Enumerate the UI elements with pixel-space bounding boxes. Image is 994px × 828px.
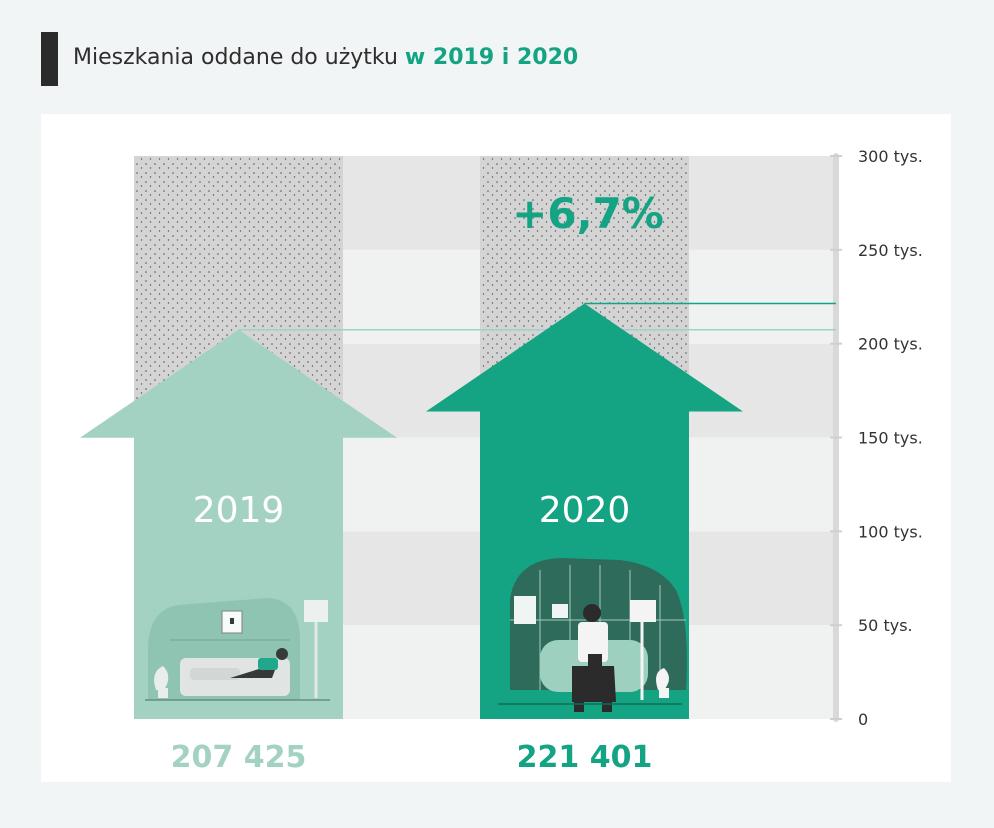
title-accent-bar	[41, 32, 58, 86]
growth-annotation: +6,7%	[512, 189, 664, 238]
y-tick-label: 0	[858, 710, 868, 729]
chart-labels: 2019 207 425 2020 221 401 +6,7%	[171, 189, 664, 775]
title-highlight: w 2019 i 2020	[404, 45, 579, 70]
y-tick-label: 150 tys.	[858, 429, 923, 448]
person-on-sofa-illustration	[145, 598, 330, 701]
y-tick-label: 100 tys.	[858, 522, 923, 541]
value-label: 207 425	[171, 740, 307, 775]
person-in-armchair-illustration	[498, 558, 687, 712]
title-prefix: Mieszkania oddane do użytku	[73, 45, 405, 70]
reference-lines	[238, 302, 836, 331]
value-label: 221 401	[517, 740, 653, 775]
y-tick-label: 200 tys.	[858, 335, 923, 354]
y-tick-label: 300 tys.	[858, 147, 923, 166]
y-axis: 0 50 tys. 100 tys. 150 tys. 200 tys. 250 tys.…	[830, 147, 923, 729]
page-title: Mieszkania oddane do użytku w 2019 i 202…	[73, 40, 578, 76]
category-label: 2019	[193, 490, 285, 531]
y-tick-label: 250 tys.	[858, 241, 923, 260]
illustrations	[145, 558, 687, 712]
y-tick-label: 50 tys.	[858, 616, 913, 635]
category-label: 2020	[539, 490, 631, 531]
